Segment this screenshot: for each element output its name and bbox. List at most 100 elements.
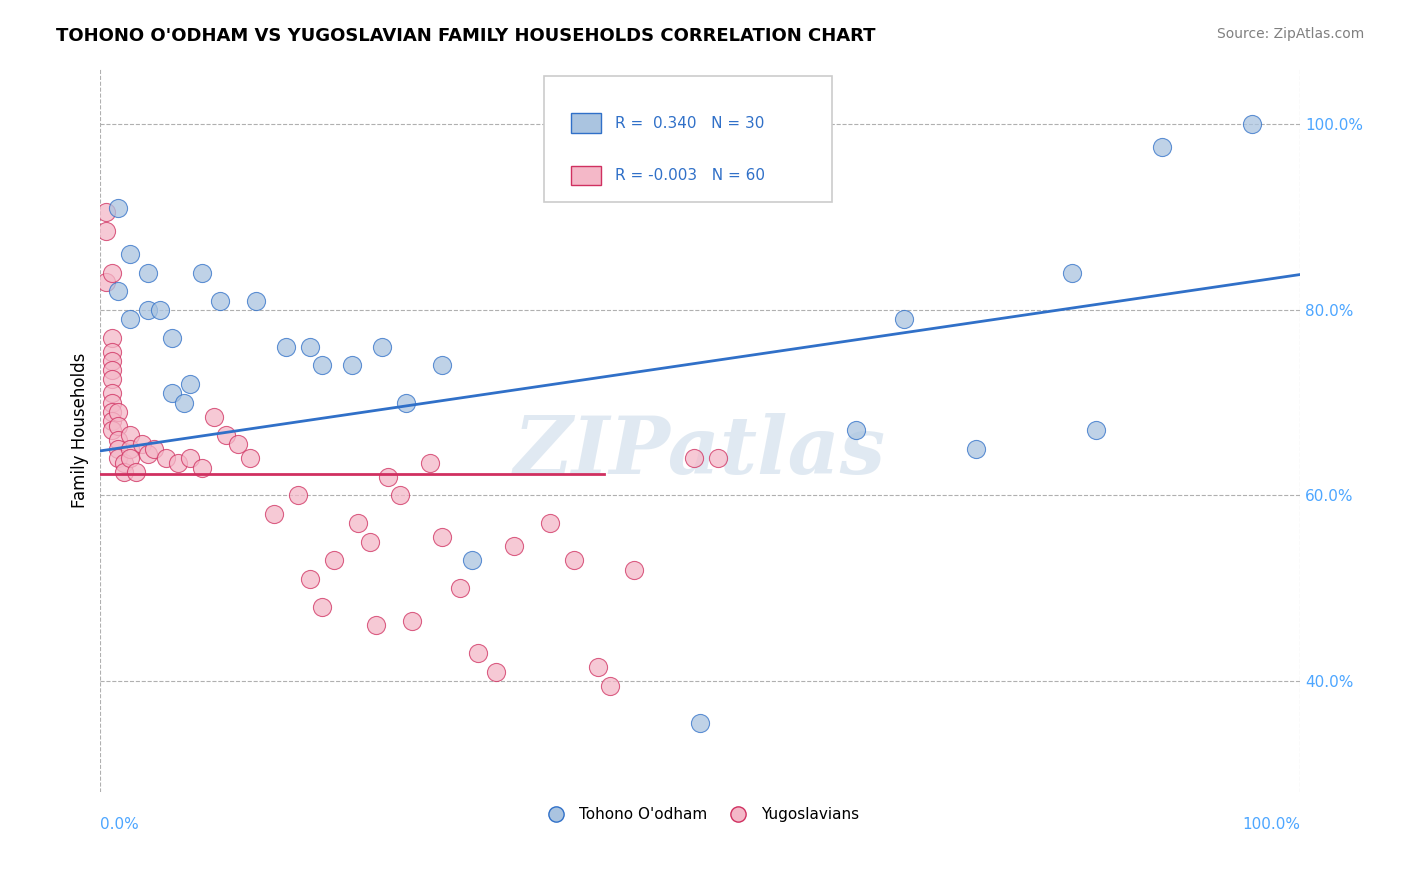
Point (845, 424, 868, 438)
Point (120, 451, 142, 466)
Text: 0.0%: 0.0% (100, 817, 139, 832)
Point (120, 312, 142, 326)
FancyBboxPatch shape (544, 76, 832, 202)
Point (179, 451, 201, 466)
Point (120, 247, 142, 261)
Point (461, 553, 484, 567)
Point (107, 433, 129, 447)
Point (359, 534, 381, 549)
Point (323, 553, 346, 567)
Point (599, 679, 621, 693)
Point (107, 201, 129, 215)
Point (101, 331, 124, 345)
Point (707, 451, 730, 466)
Point (125, 465, 148, 479)
Point (179, 377, 201, 392)
Point (485, 665, 508, 679)
Point (377, 470, 399, 484)
Point (401, 614, 423, 628)
Point (562, 553, 585, 567)
Point (131, 437, 153, 451)
Point (138, 447, 160, 461)
Point (107, 405, 129, 419)
Point (503, 540, 526, 554)
Point (112, 465, 135, 479)
Point (120, 442, 142, 456)
Point (467, 646, 489, 660)
Point (191, 266, 214, 280)
FancyBboxPatch shape (571, 166, 600, 186)
Point (299, 572, 322, 586)
Point (226, 437, 249, 451)
Point (202, 409, 225, 424)
Text: ZIPatlas: ZIPatlas (515, 413, 886, 491)
Point (167, 456, 190, 470)
Legend: Tohono O'odham, Yugoslavians: Tohono O'odham, Yugoslavians (536, 801, 865, 828)
Point (162, 386, 184, 401)
Point (138, 302, 160, 317)
Point (120, 428, 142, 442)
Point (1085, 424, 1108, 438)
Point (432, 359, 454, 373)
Point (101, 395, 124, 409)
Point (311, 359, 333, 373)
Point (107, 442, 129, 456)
Point (96, 224, 118, 238)
Point (311, 599, 333, 614)
Point (162, 331, 184, 345)
Point (276, 340, 298, 354)
Point (366, 618, 388, 632)
Point (96, 275, 118, 289)
Point (107, 451, 129, 466)
Point (538, 516, 561, 531)
Point (173, 395, 195, 409)
Point (149, 302, 172, 317)
Point (239, 451, 262, 466)
Point (245, 293, 267, 308)
Point (395, 395, 418, 409)
Point (371, 340, 394, 354)
Text: R = -0.003   N = 60: R = -0.003 N = 60 (614, 168, 765, 183)
Point (689, 715, 711, 730)
Point (299, 340, 322, 354)
Text: 100.0%: 100.0% (1241, 817, 1301, 832)
Point (101, 414, 124, 428)
Point (101, 372, 124, 386)
Point (101, 266, 124, 280)
Point (1062, 266, 1084, 280)
Point (347, 516, 370, 531)
Text: R =  0.340   N = 30: R = 0.340 N = 30 (614, 116, 765, 131)
Point (1150, 140, 1173, 154)
Point (138, 266, 160, 280)
Point (101, 386, 124, 401)
Text: TOHONO O'ODHAM VS YUGOSLAVIAN FAMILY HOUSEHOLDS CORRELATION CHART: TOHONO O'ODHAM VS YUGOSLAVIAN FAMILY HOU… (56, 27, 876, 45)
Point (101, 354, 124, 368)
Point (1240, 117, 1263, 131)
Point (449, 581, 471, 595)
Y-axis label: Family Households: Family Households (72, 352, 89, 508)
Point (209, 293, 232, 308)
Point (432, 530, 454, 544)
Point (143, 442, 166, 456)
Text: Source: ZipAtlas.com: Source: ZipAtlas.com (1216, 27, 1364, 41)
Point (107, 418, 129, 433)
Point (965, 442, 987, 456)
Point (191, 460, 214, 475)
Point (263, 507, 285, 521)
Point (893, 312, 915, 326)
Point (419, 456, 441, 470)
Point (101, 405, 124, 419)
Point (586, 660, 609, 674)
Point (155, 451, 177, 466)
Point (101, 424, 124, 438)
Point (623, 563, 645, 577)
Point (112, 456, 135, 470)
Point (96, 205, 118, 219)
Point (101, 344, 124, 359)
Point (107, 285, 129, 299)
Point (342, 359, 364, 373)
Point (389, 488, 412, 502)
FancyBboxPatch shape (571, 113, 600, 133)
Point (287, 488, 309, 502)
Point (683, 451, 706, 466)
